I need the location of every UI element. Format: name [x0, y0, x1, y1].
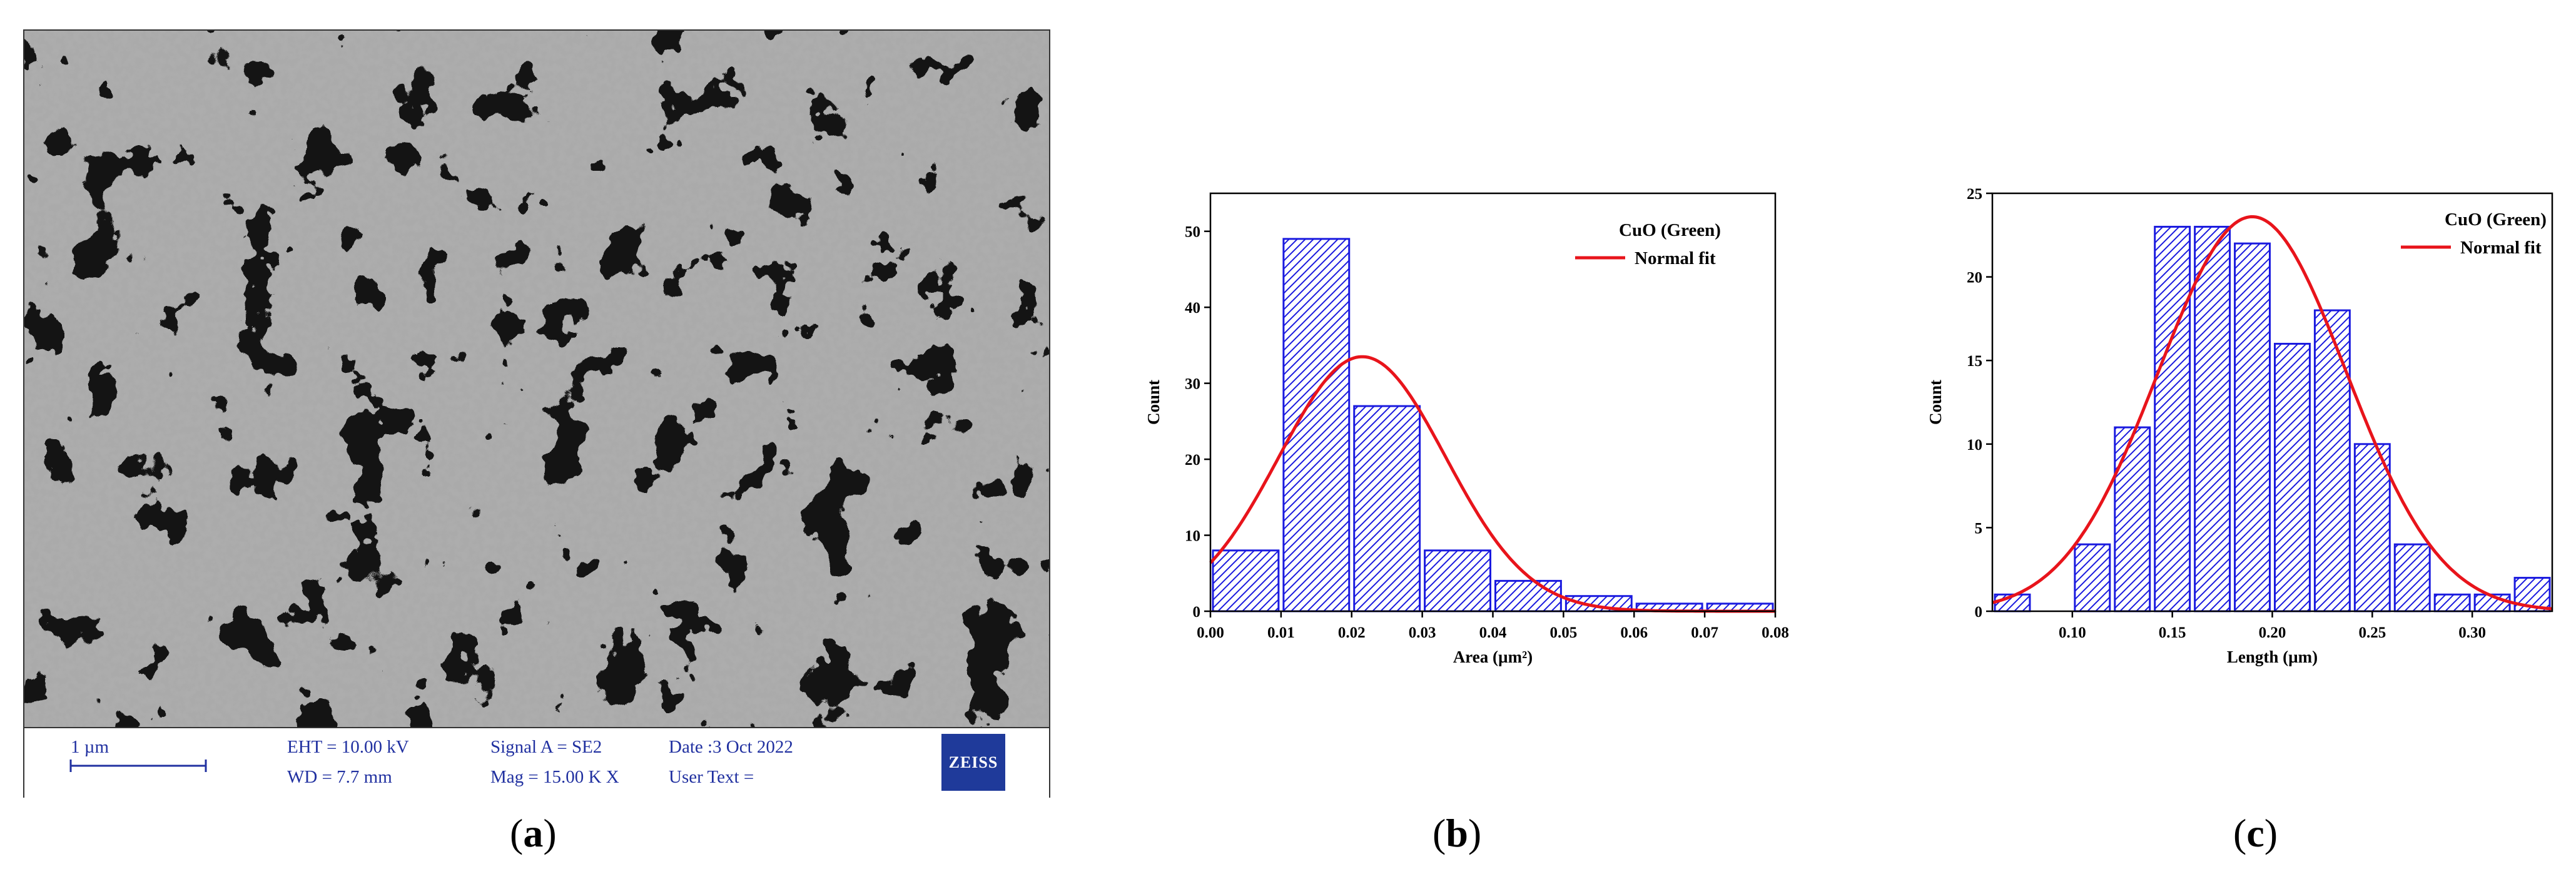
- area-histogram-chart: 0.00 0.01 0.02 0.03 0.04 0.05 0.06 0.07 0.08 0 10 2…: [1144, 192, 1789, 666]
- histogram-bar: [2353, 443, 2391, 612]
- signal-readout: Signal A = SE2: [490, 737, 602, 757]
- histogram-bar: [2194, 225, 2231, 612]
- sem-micrograph-image: [24, 31, 1049, 727]
- y-axis-label: Count: [1144, 380, 1163, 425]
- caption-b: (b): [1433, 811, 1482, 855]
- y-tick-label: 50: [1185, 224, 1200, 241]
- x-axis-label: Area (µm²): [1453, 648, 1533, 666]
- histogram-bar: [2433, 593, 2471, 612]
- caption-a: (a): [510, 811, 557, 855]
- x-tick-label: 0.20: [2259, 624, 2286, 641]
- y-tick-label: 10: [1185, 528, 1200, 545]
- histogram-bar: [2274, 342, 2311, 612]
- y-axis-label: Count: [1926, 380, 1945, 425]
- scale-bar-label: 1 µm: [71, 737, 109, 757]
- mag-readout: Mag = 15.00 K X: [490, 767, 619, 787]
- histogram-bar: [1494, 579, 1562, 612]
- sem-micrograph-panel: 1 µm EHT = 10.00 kV WD = 7.7 mm Signal A…: [23, 29, 1050, 798]
- x-tick-label: 0.25: [2358, 624, 2386, 641]
- scale-bar: [69, 760, 207, 772]
- legend-entry-sample: CuO (Green): [1619, 220, 1721, 240]
- histogram-bar: [1212, 549, 1280, 612]
- y-tick-label: 10: [1967, 437, 1982, 454]
- histogram-bar: [2074, 543, 2111, 612]
- y-tick-label: 40: [1185, 300, 1200, 317]
- x-tick-label: 0.06: [1620, 624, 1648, 641]
- x-tick-label: 0.08: [1762, 624, 1789, 641]
- y-tick-label: 0: [1975, 604, 1983, 621]
- length-histogram-chart: 0.10 0.15 0.20 0.25 0.30 0 5 10 15 20 25 Length (µm…: [1926, 186, 2553, 666]
- histogram-bar: [2154, 225, 2191, 612]
- legend-entry-sample: CuO (Green): [2445, 210, 2547, 230]
- x-tick-label: 0.07: [1691, 624, 1718, 641]
- x-tick-label: 0.05: [1550, 624, 1578, 641]
- x-tick-label: 0.30: [2458, 624, 2486, 641]
- sem-info-bar: 1 µm EHT = 10.00 kV WD = 7.7 mm Signal A…: [24, 727, 1049, 798]
- y-tick-label: 15: [1967, 353, 1982, 370]
- histogram-bar: [2114, 426, 2151, 612]
- wd-readout: WD = 7.7 mm: [287, 767, 392, 787]
- x-tick-label: 0.03: [1409, 624, 1436, 641]
- caption-c-letter: c: [2246, 811, 2264, 855]
- x-tick-label: 0.04: [1479, 624, 1507, 641]
- zeiss-logo: ZEISS: [941, 734, 1005, 791]
- x-tick-label: 0.02: [1338, 624, 1366, 641]
- y-tick-label: 25: [1967, 186, 1982, 203]
- histogram-bar: [2393, 543, 2431, 612]
- eht-readout: EHT = 10.00 kV: [287, 737, 409, 757]
- y-tick-label: 5: [1975, 520, 1983, 537]
- histogram-bar: [1424, 549, 1491, 612]
- user-text-readout: User Text =: [669, 767, 754, 787]
- normal-fit-curve: [1992, 215, 2553, 611]
- y-tick-label: 20: [1967, 270, 1982, 287]
- histogram-bar: [2234, 242, 2271, 612]
- y-tick-label: 20: [1185, 452, 1200, 469]
- y-tick-label: 30: [1185, 376, 1200, 393]
- histogram-bar: [2313, 309, 2351, 612]
- zeiss-logo-text: ZEISS: [948, 753, 998, 771]
- y-tick-label: 0: [1193, 604, 1201, 621]
- date-readout: Date :3 Oct 2022: [669, 737, 793, 757]
- x-axis-label: Length (µm): [2227, 648, 2318, 666]
- x-tick-label: 0.15: [2159, 624, 2186, 641]
- x-tick-label: 0.01: [1267, 624, 1295, 641]
- legend-entry-fit: Normal fit: [2460, 238, 2542, 258]
- x-tick-label: 0.00: [1197, 624, 1224, 641]
- legend-entry-fit: Normal fit: [1635, 248, 1716, 268]
- histogram-bar: [1282, 238, 1351, 612]
- caption-b-letter: b: [1446, 811, 1468, 855]
- x-tick-label: 0.10: [2059, 624, 2086, 641]
- histogram-bar: [1353, 405, 1421, 612]
- caption-c: (c): [2233, 811, 2278, 855]
- caption-a-letter: a: [523, 811, 544, 855]
